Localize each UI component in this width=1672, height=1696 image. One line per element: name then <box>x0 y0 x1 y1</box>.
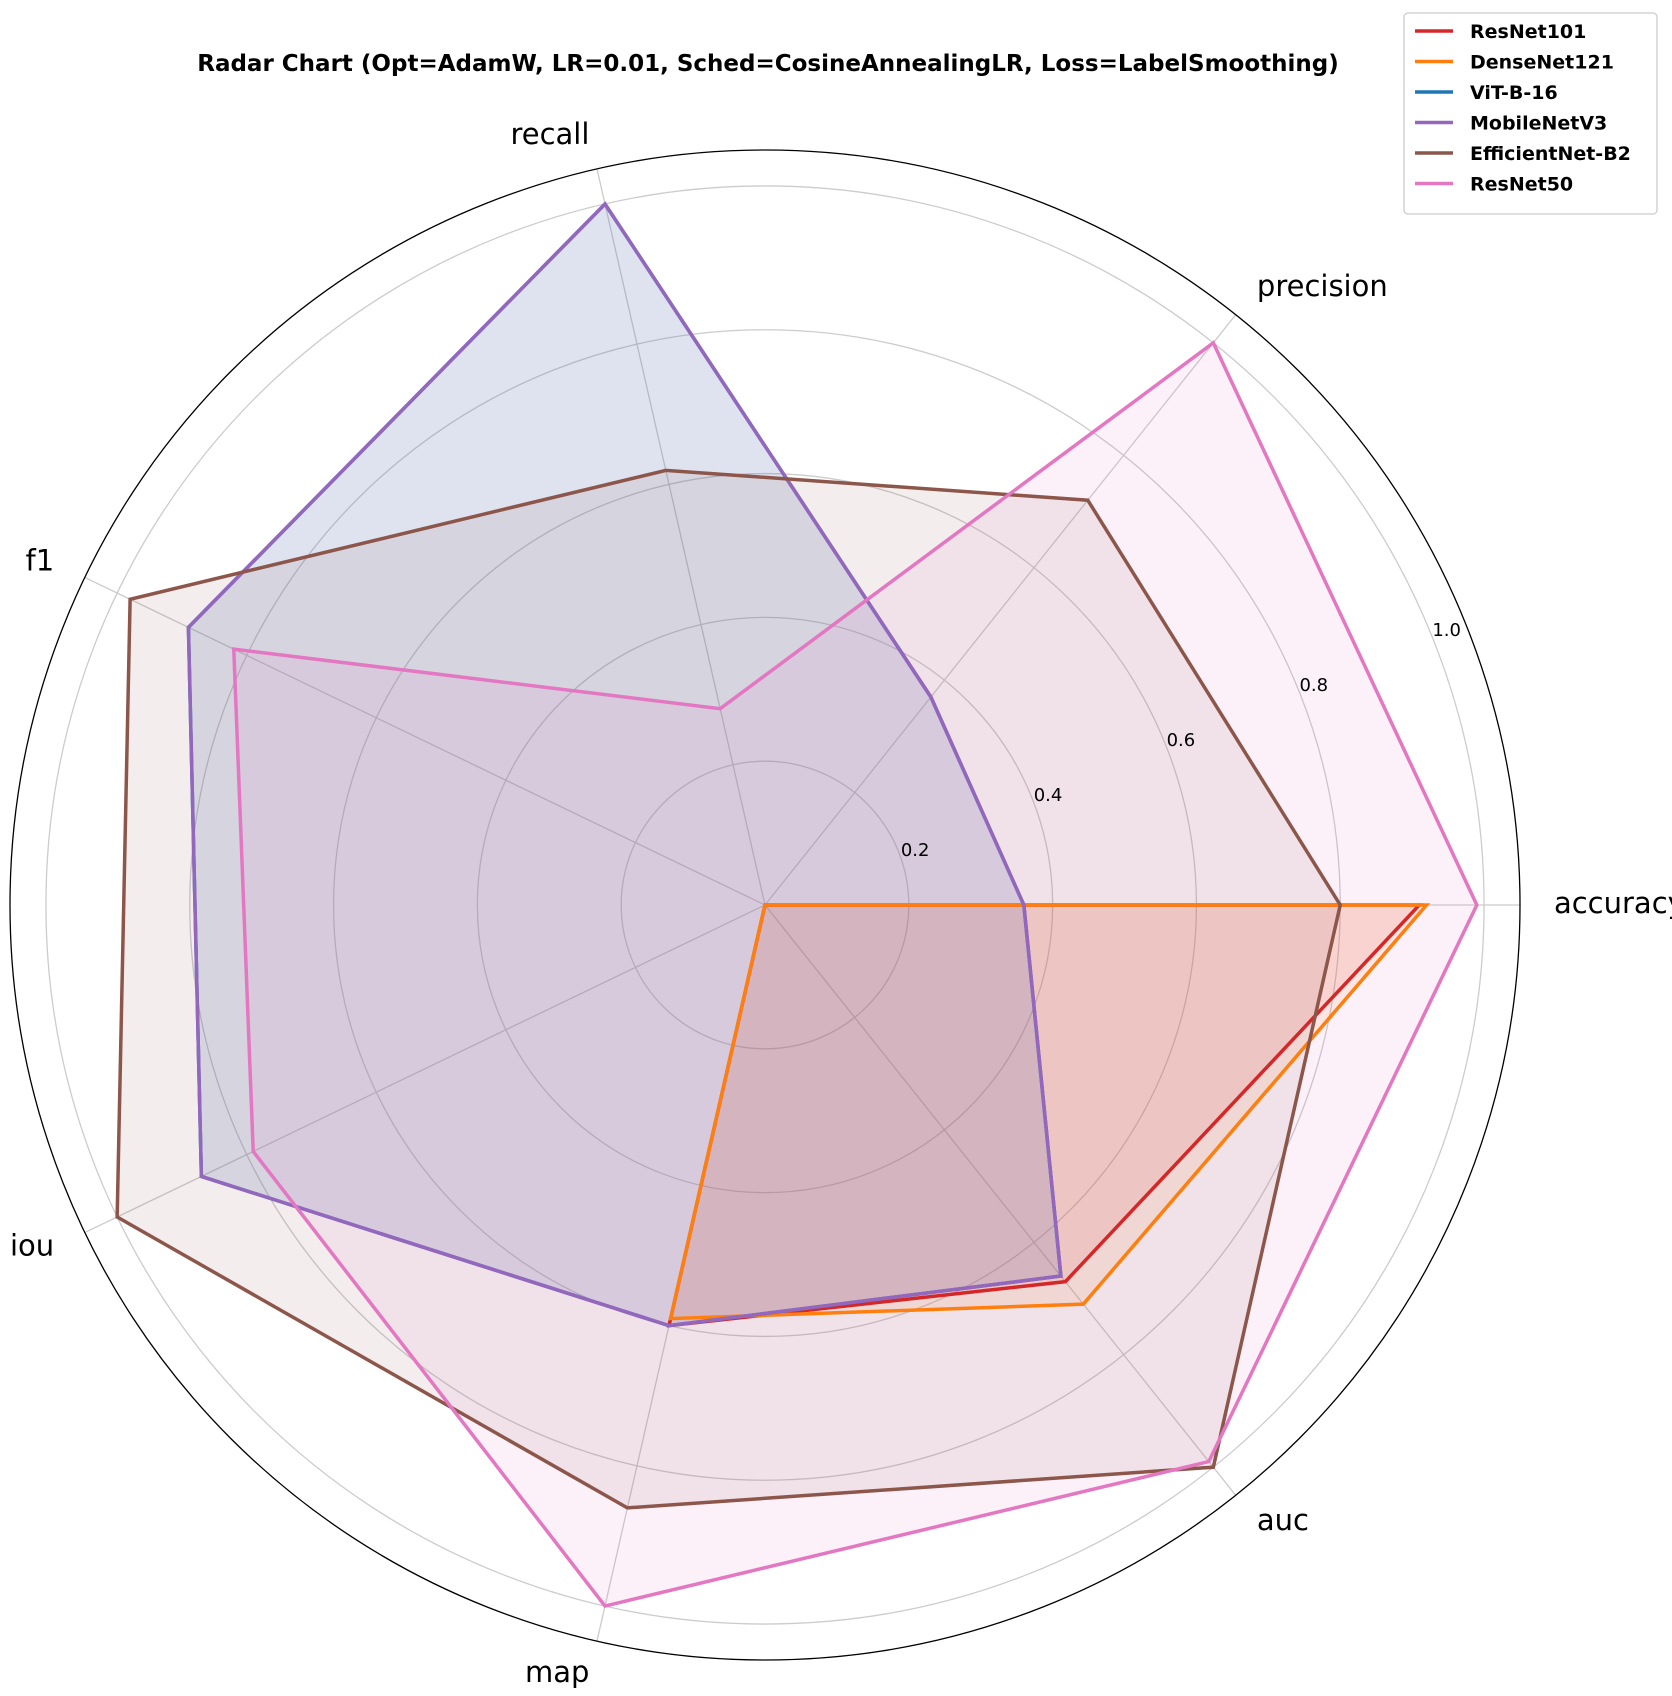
legend-label-resnet101: ResNet101 <box>1470 21 1586 43</box>
legend-label-vit-b-16: ViT-B-16 <box>1470 82 1558 104</box>
series-fill-densenet121 <box>670 905 1427 1319</box>
series-fill-resnet50 <box>233 342 1477 1607</box>
spoke-precision <box>764 314 1237 906</box>
legend-label-resnet50: ResNet50 <box>1470 174 1573 196</box>
legend-label-efficientnet-b2: EfficientNet-B2 <box>1470 143 1631 165</box>
axis-labels: accuracy precision recall f1 iou map auc <box>10 117 1672 1689</box>
r-tick-label: 0.2 <box>901 840 930 861</box>
chart-title: Radar Chart (Opt=AdamW, LR=0.01, Sched=C… <box>197 51 1339 77</box>
series-line-resnet50 <box>231 340 1479 1608</box>
r-tick-label: 0.6 <box>1167 730 1196 751</box>
axis-label-precision: precision <box>1257 269 1388 303</box>
r-tick-label: 0.4 <box>1034 785 1063 806</box>
spoke-iou <box>84 904 766 1234</box>
axis-label-iou: iou <box>10 1228 54 1262</box>
outer-ring <box>9 149 1521 1661</box>
r-tick-label: 0.8 <box>1299 675 1328 696</box>
series-fill-vit-b-16 <box>188 203 1061 1326</box>
axis-label-f1: f1 <box>25 544 54 578</box>
legend-label-densenet121: DenseNet121 <box>1470 52 1614 74</box>
spoke-f1 <box>84 576 766 906</box>
legend-label-mobilenetv3: MobileNetV3 <box>1470 113 1607 135</box>
axis-label-recall: recall <box>510 117 589 151</box>
series-line-densenet121 <box>668 903 1431 1321</box>
series-fill-mobilenetv3 <box>188 203 1061 1326</box>
r-tick-label: 1.0 <box>1432 620 1461 641</box>
outer-circle <box>9 149 1521 1661</box>
axis-label-accuracy: accuracy <box>1554 886 1672 920</box>
axis-label-auc: auc <box>1257 1503 1309 1537</box>
series-line-efficientnet-b2 <box>115 468 1343 1510</box>
series-lines <box>115 201 1479 1608</box>
legend: ResNet101 DenseNet121 ViT-B-16 MobileNetV3 E… <box>1403 12 1658 215</box>
series-line-mobilenetv3 <box>186 201 1063 1328</box>
axis-label-map: map <box>525 1655 589 1689</box>
radial-tick-labels: 0.2 0.4 0.6 0.8 1.0 <box>901 620 1461 861</box>
spoke-auc <box>764 904 1237 1496</box>
legend-frame <box>1403 12 1658 215</box>
spoke-recall <box>596 168 766 906</box>
